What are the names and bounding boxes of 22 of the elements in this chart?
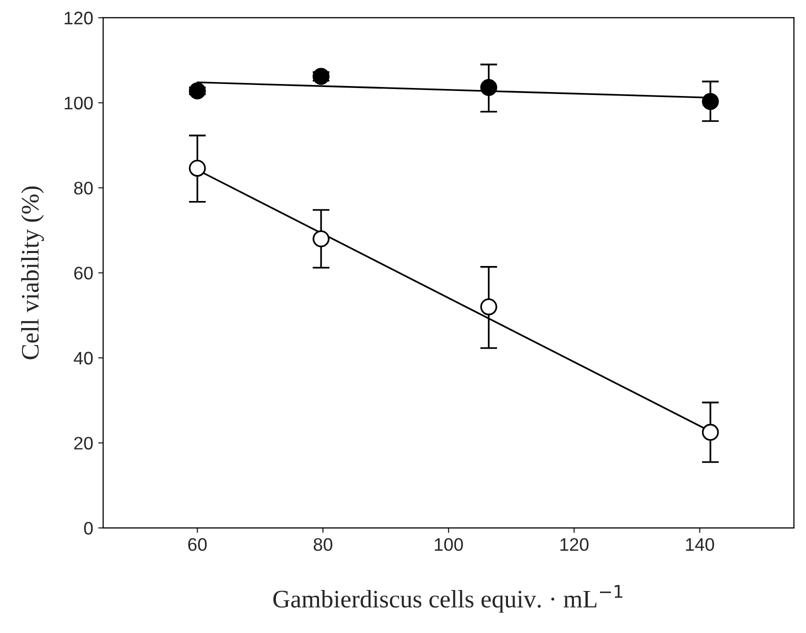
point: [702, 424, 719, 441]
point: [188, 160, 206, 177]
y-axis-title: Cell viability (%): [21, 186, 44, 360]
y-tick-label: 20: [74, 436, 93, 450]
y-tick-label: 120: [64, 12, 93, 24]
x-axis-title: Gambierdiscus cells equiv. · mL$^{−1}$: [273, 585, 622, 613]
x-tick-label: 140: [686, 538, 714, 551]
x-tick-label: 120: [560, 538, 588, 551]
point: [702, 93, 719, 110]
point: [312, 68, 330, 85]
point: [480, 298, 498, 316]
y-tick-label: 60: [74, 266, 93, 280]
point: [480, 78, 498, 96]
point: [312, 230, 330, 248]
y-tick-label: 0: [84, 522, 93, 535]
x-tick-label: 100: [434, 538, 463, 551]
y-tick-label: 40: [74, 352, 93, 365]
x-tick-label: 80: [314, 538, 332, 551]
y-tick-label: 100: [64, 96, 93, 110]
y-tick-label: 80: [74, 182, 93, 195]
x-tick-label: 60: [188, 538, 207, 551]
point: [188, 82, 206, 100]
